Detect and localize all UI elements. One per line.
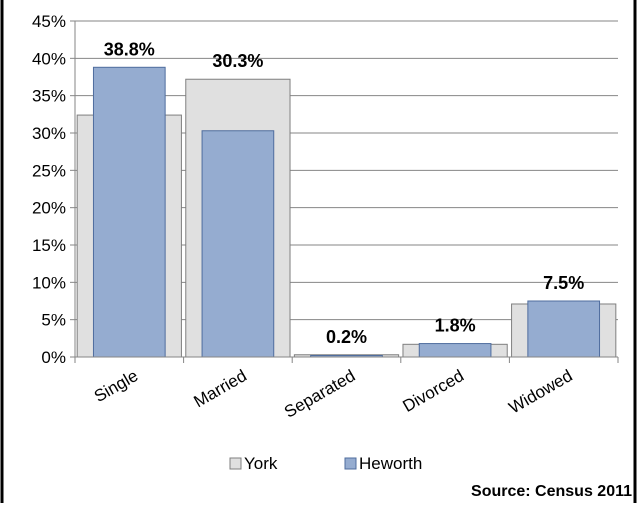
y-tick-label: 45% [32,12,66,31]
data-labels: 38.8% 30.3% 0.2% 1.8% 7.5% [104,39,584,346]
heworth-bar [418,343,492,358]
x-tick-label: Married [190,366,249,411]
heworth-bar [92,66,166,358]
legend: York Heworth [229,454,422,473]
x-tick-label: Single [91,366,141,406]
data-label: 7.5% [543,273,584,293]
data-label: 38.8% [104,39,155,59]
y-tick-label: 30% [32,124,66,143]
data-label: 1.8% [435,316,476,336]
x-tick-label: Widowed [506,366,576,417]
legend-heworth-swatch [344,457,357,470]
y-tick-label: 10% [32,273,66,292]
legend-york-swatch [229,457,242,470]
y-tick-label: 20% [32,199,66,218]
source-note: Source: Census 2011 [471,483,632,500]
legend-york-label: York [244,454,278,473]
heworth-series [92,66,601,358]
y-tick-label: 5% [41,311,66,330]
y-axis-ticks: 0% 5% 10% 15% 20% 25% 30% 35% 40% 45% [32,12,75,367]
y-tick-label: 15% [32,236,66,255]
y-tick-label: 25% [32,161,66,180]
data-label: 30.3% [212,51,263,71]
axes [74,21,619,363]
data-label: 0.2% [326,327,367,347]
y-tick-label: 35% [32,87,66,106]
x-tick-label: Separated [281,366,358,422]
x-axis-labels: Single Married Separated Divorced Widowed [91,366,576,422]
legend-heworth-label: Heworth [359,454,422,473]
y-tick-label: 0% [41,348,66,367]
x-tick-label: Divorced [399,366,467,416]
heworth-bar [527,300,601,358]
y-tick-label: 40% [32,49,66,68]
heworth-bar [201,130,275,358]
